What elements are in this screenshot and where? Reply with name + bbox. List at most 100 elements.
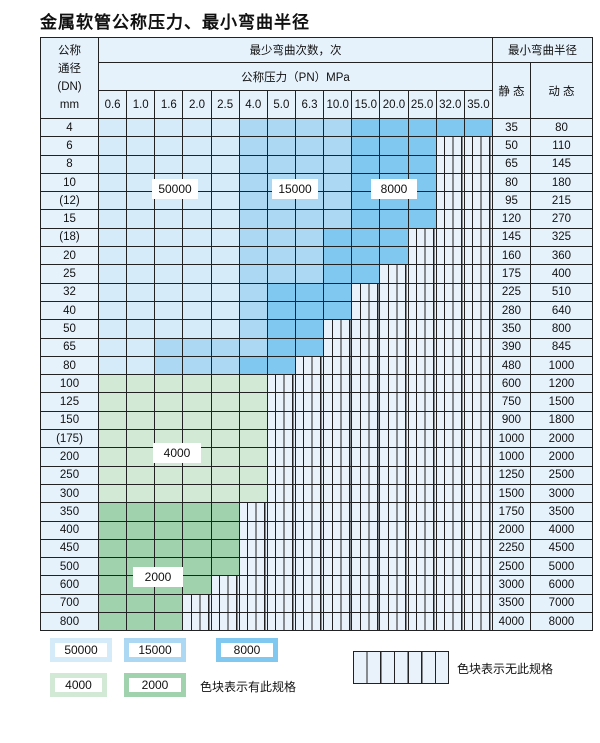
pressure-col-header: 6.3 xyxy=(294,90,325,119)
spec-cell xyxy=(154,483,184,504)
region-label-50000: 50000 xyxy=(152,179,198,199)
spec-cell xyxy=(210,483,240,504)
no-spec-cell xyxy=(435,300,465,321)
table-row: 250 1250 2500 xyxy=(40,465,593,485)
no-spec-cell xyxy=(294,447,325,467)
spec-cell xyxy=(154,538,184,559)
pressure-col-header: 2.5 xyxy=(210,90,240,119)
static-header: 静 态 xyxy=(491,62,531,119)
spec-cell xyxy=(126,300,156,321)
dn-cell: 4 xyxy=(40,117,99,138)
table-row: 65 390 845 xyxy=(40,337,593,357)
static-radius-cell: 160 xyxy=(491,246,531,266)
region-label-8000: 8000 xyxy=(371,179,417,199)
no-spec-cell xyxy=(463,282,493,302)
spec-cell xyxy=(97,374,128,394)
static-radius-cell: 480 xyxy=(491,355,531,376)
no-spec-cell xyxy=(351,374,381,394)
dynamic-radius-cell: 3000 xyxy=(529,483,593,504)
spec-cell xyxy=(154,300,184,321)
static-radius-cell: 4000 xyxy=(491,612,531,632)
spec-cell xyxy=(154,465,184,485)
spec-cell xyxy=(238,209,268,229)
no-spec-cell xyxy=(323,410,353,431)
no-spec-cell xyxy=(407,246,437,266)
table-row: 15 120 270 xyxy=(40,209,593,229)
no-spec-cell xyxy=(463,612,493,632)
dynamic-radius-cell: 110 xyxy=(529,136,593,156)
no-spec-cell xyxy=(407,410,437,431)
no-spec-cell xyxy=(238,557,268,577)
static-radius-cell: 2500 xyxy=(491,557,531,577)
spec-cell xyxy=(126,191,156,211)
spec-cell xyxy=(97,172,128,193)
no-spec-cell xyxy=(323,355,353,376)
spec-cell xyxy=(126,465,156,485)
spec-cell xyxy=(238,136,268,156)
spec-cell xyxy=(294,337,325,357)
spec-cell xyxy=(126,264,156,284)
no-spec-cell xyxy=(463,191,493,211)
spec-cell xyxy=(97,538,128,559)
no-spec-cell xyxy=(294,557,325,577)
spec-cell xyxy=(126,227,156,248)
spec-cell xyxy=(210,154,240,174)
spec-cell xyxy=(210,337,240,357)
no-spec-cell xyxy=(238,575,268,595)
spec-cell xyxy=(154,227,184,248)
dn-header-line: (DN) xyxy=(57,81,82,93)
spec-cell xyxy=(407,154,437,174)
dn-cell: 125 xyxy=(40,392,99,412)
spec-cell xyxy=(182,154,212,174)
no-spec-cell xyxy=(379,319,409,339)
spec-cell xyxy=(97,117,128,138)
table-row: 300 1500 3000 xyxy=(40,483,593,504)
spec-cell xyxy=(294,300,325,321)
spec-cell xyxy=(238,319,268,339)
spec-cell xyxy=(126,136,156,156)
spec-cell xyxy=(266,282,296,302)
static-radius-cell: 350 xyxy=(491,319,531,339)
spec-cell xyxy=(238,392,268,412)
dynamic-radius-cell: 3500 xyxy=(529,502,593,522)
static-radius-cell: 65 xyxy=(491,154,531,174)
no-spec-cell xyxy=(294,612,325,632)
spec-cell xyxy=(407,209,437,229)
static-radius-cell: 95 xyxy=(491,191,531,211)
spec-cell xyxy=(97,557,128,577)
no-spec-cell xyxy=(351,282,381,302)
no-spec-cell xyxy=(210,612,240,632)
table-row: 125 750 1500 xyxy=(40,392,593,412)
dn-cell: (18) xyxy=(40,227,99,248)
dn-cell: 32 xyxy=(40,282,99,302)
spec-cell xyxy=(238,447,268,467)
no-spec-cell xyxy=(435,429,465,449)
dn-header: 公称 通径 (DN) mm xyxy=(40,37,99,119)
no-spec-cell xyxy=(351,355,381,376)
dn-cell: 300 xyxy=(40,483,99,504)
no-spec-cell xyxy=(266,374,296,394)
dn-cell: 800 xyxy=(40,612,99,632)
spec-cell xyxy=(266,264,296,284)
table-row: 80 480 1000 xyxy=(40,355,593,376)
no-spec-cell xyxy=(266,538,296,559)
no-spec-cell xyxy=(407,465,437,485)
no-spec-cell xyxy=(379,264,409,284)
spec-cell xyxy=(182,227,212,248)
spec-cell xyxy=(97,300,128,321)
table-row: 700 3500 7000 xyxy=(40,593,593,614)
no-spec-cell xyxy=(294,465,325,485)
legend-4000: 4000 xyxy=(50,673,107,697)
spec-cell xyxy=(210,465,240,485)
no-spec-cell xyxy=(463,246,493,266)
static-radius-cell: 2250 xyxy=(491,538,531,559)
no-spec-cell xyxy=(266,429,296,449)
no-spec-cell xyxy=(266,465,296,485)
no-spec-cell xyxy=(323,593,353,614)
no-spec-cell xyxy=(323,538,353,559)
dynamic-radius-cell: 145 xyxy=(529,154,593,174)
pressure-col-header: 10.0 xyxy=(323,90,353,119)
table-row: (175) 1000 2000 xyxy=(40,429,593,449)
region-label-15000: 15000 xyxy=(272,179,318,199)
no-spec-cell xyxy=(351,575,381,595)
